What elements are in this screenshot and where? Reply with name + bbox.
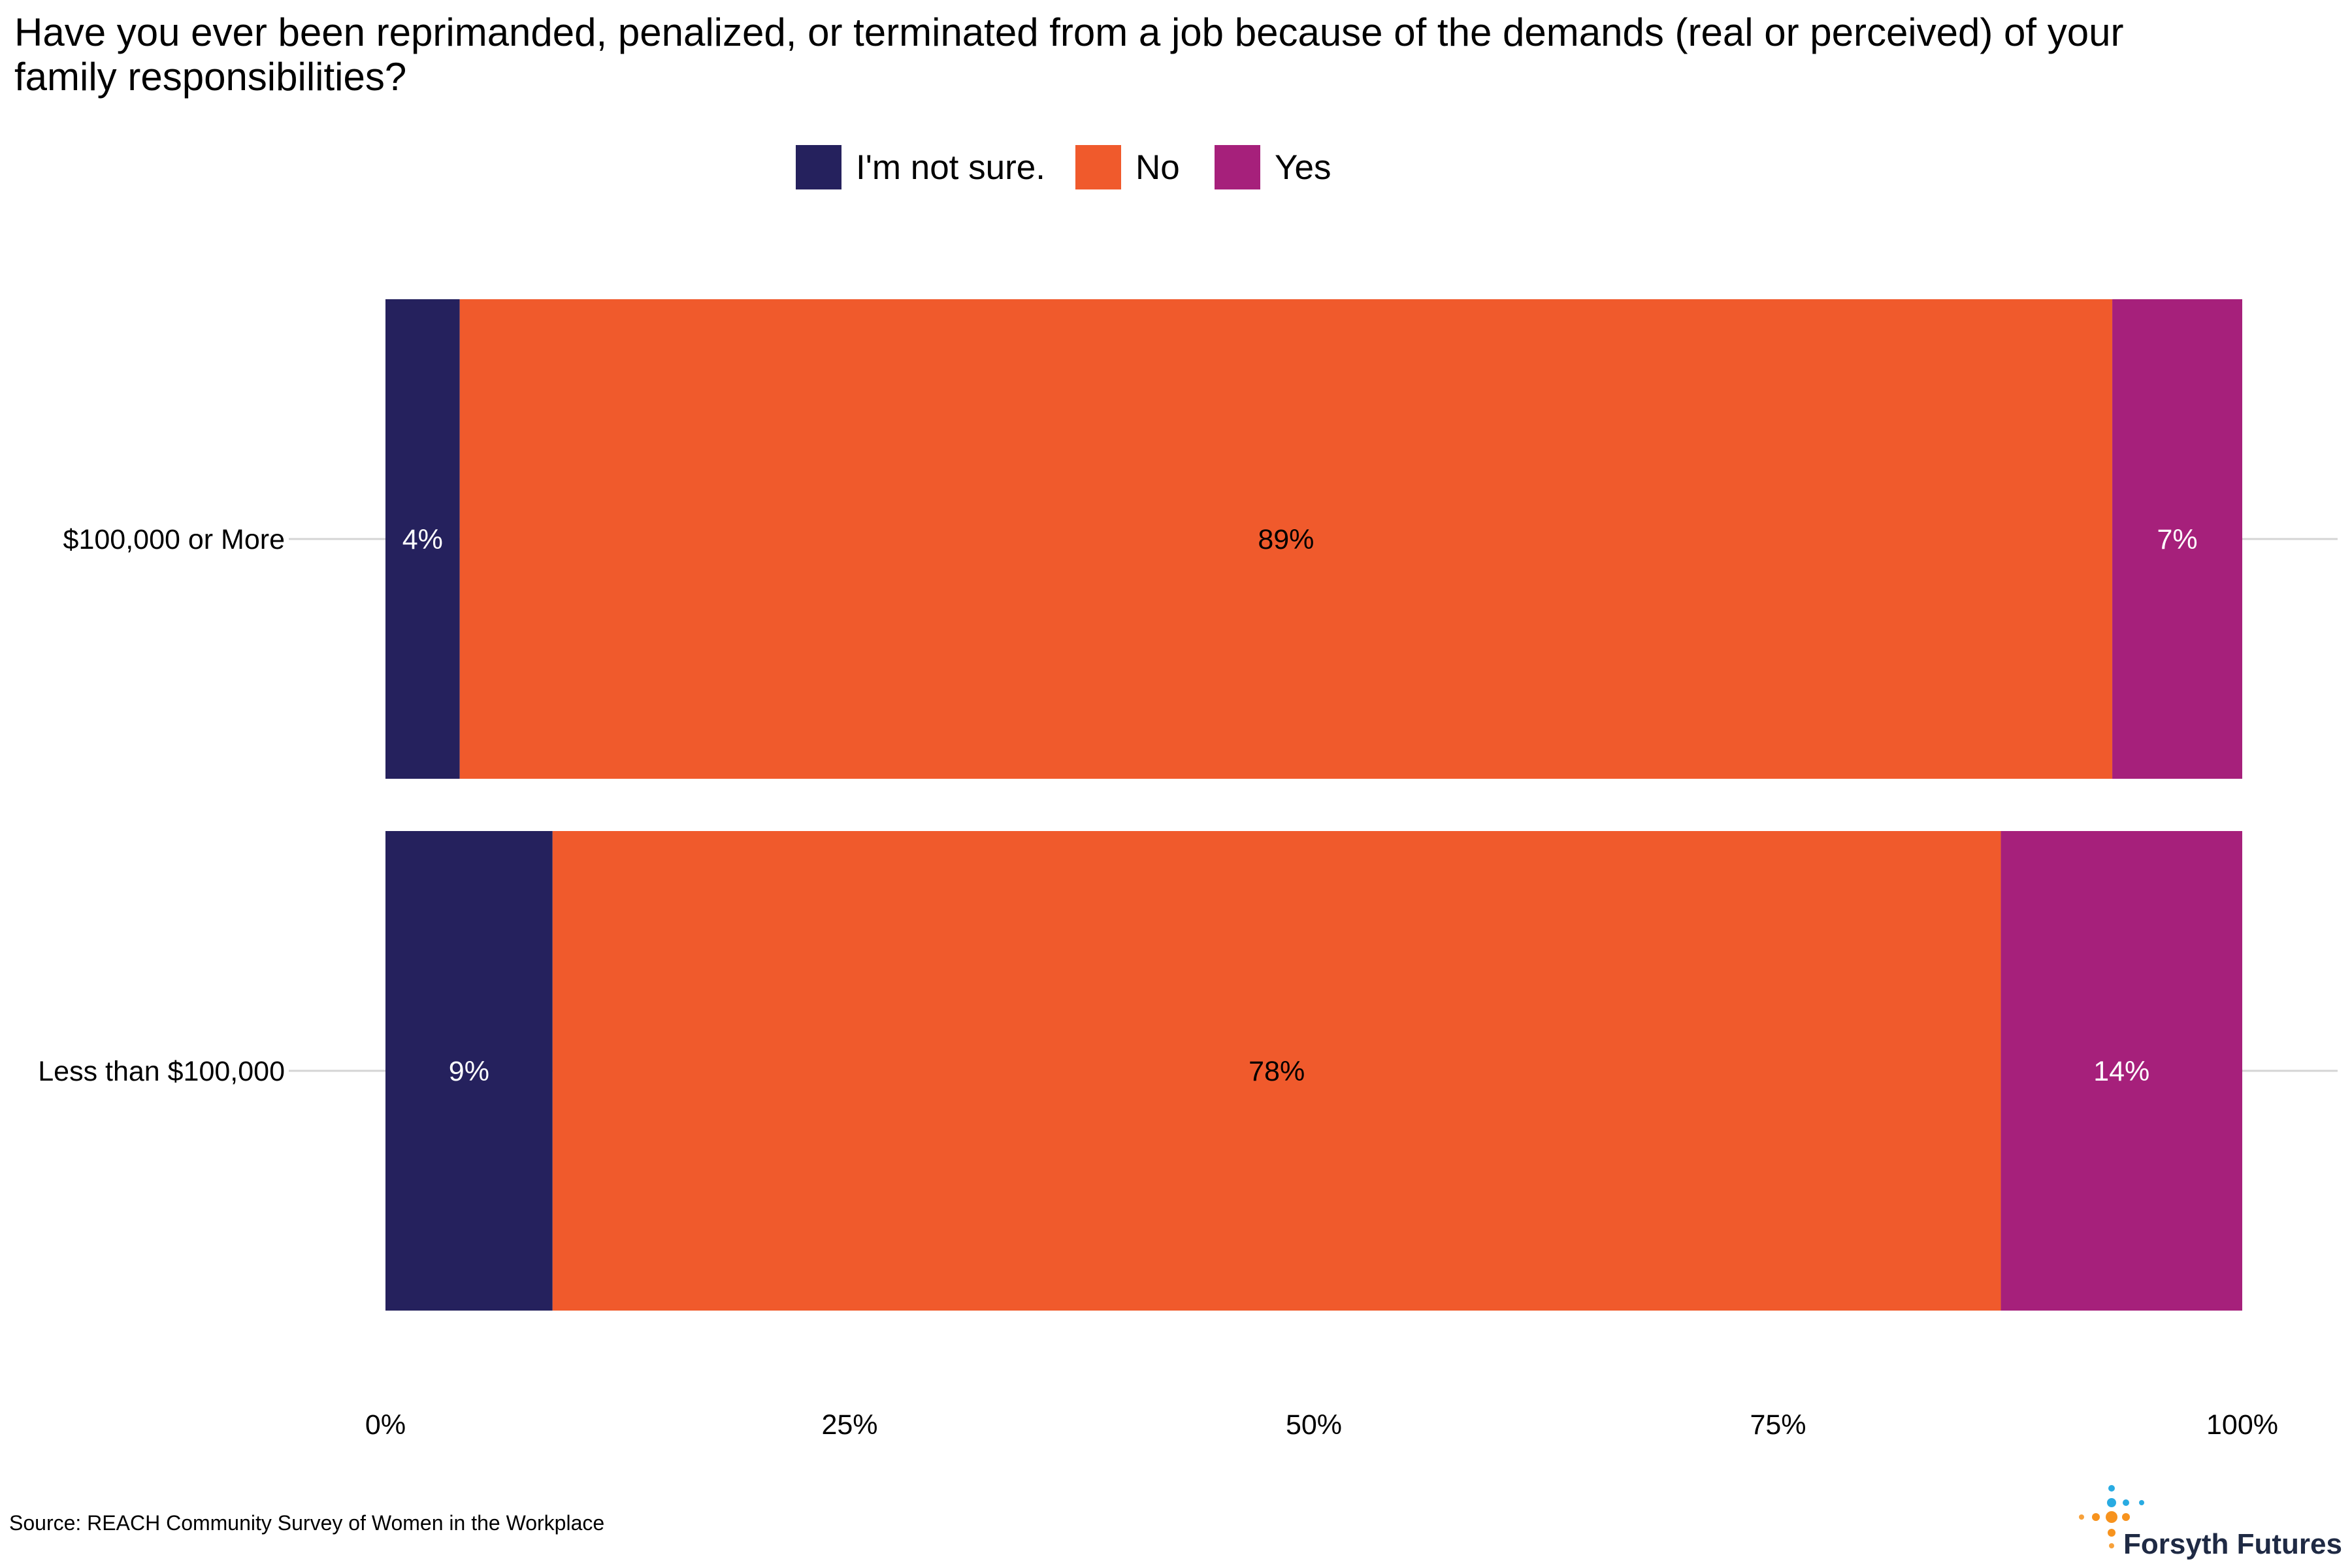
legend-item: I'm not sure.	[796, 145, 1045, 189]
x-tick-label: 75%	[1750, 1409, 1806, 1441]
title-line: family responsibilities?	[14, 55, 406, 99]
brand-name: Forsyth Futures	[2123, 1528, 2342, 1560]
bar-segment	[552, 831, 2001, 1311]
dot-cross-logo-icon	[2079, 1485, 2144, 1548]
x-tick-label: 100%	[2206, 1409, 2278, 1441]
data-label: 4%	[402, 524, 443, 555]
bar-segment	[385, 831, 553, 1311]
data-label: 78%	[1249, 1056, 1305, 1087]
category-label: $100,000 or More	[63, 524, 285, 555]
bar-segment	[2112, 299, 2242, 779]
bar-segment	[2001, 831, 2242, 1311]
legend-label: Yes	[1275, 148, 1331, 187]
data-label: 89%	[1258, 524, 1314, 555]
title-line: Have you ever been reprimanded, penalize…	[14, 10, 2123, 54]
value-axis: 0% 25% 50% 75% 100%	[365, 1409, 2278, 1441]
data-label: 9%	[449, 1056, 489, 1087]
source-note: Source: REACH Community Survey of Women …	[9, 1511, 604, 1535]
legend-item: Yes	[1215, 145, 1331, 189]
data-label: 14%	[2093, 1056, 2149, 1087]
bar-segment	[385, 299, 460, 779]
x-tick-label: 50%	[1286, 1409, 1342, 1441]
bars: 4% 89% 7% 9% 78% 14%	[385, 299, 2242, 1311]
x-tick-label: 25%	[821, 1409, 877, 1441]
legend: I'm not sure. No Yes	[796, 145, 1331, 189]
chart-title: Have you ever been reprimanded, penalize…	[14, 10, 2123, 99]
legend-swatch	[796, 145, 841, 189]
legend-label: No	[1135, 148, 1180, 187]
category-axis: $100,000 or More Less than $100,000	[38, 524, 285, 1087]
legend-item: No	[1075, 145, 1180, 189]
legend-label: I'm not sure.	[856, 148, 1045, 187]
legend-swatch	[1215, 145, 1260, 189]
x-tick-label: 0%	[365, 1409, 406, 1441]
legend-swatch	[1075, 145, 1121, 189]
bar-segment	[459, 299, 2113, 779]
category-label: Less than $100,000	[38, 1056, 285, 1087]
data-label: 7%	[2157, 524, 2197, 555]
